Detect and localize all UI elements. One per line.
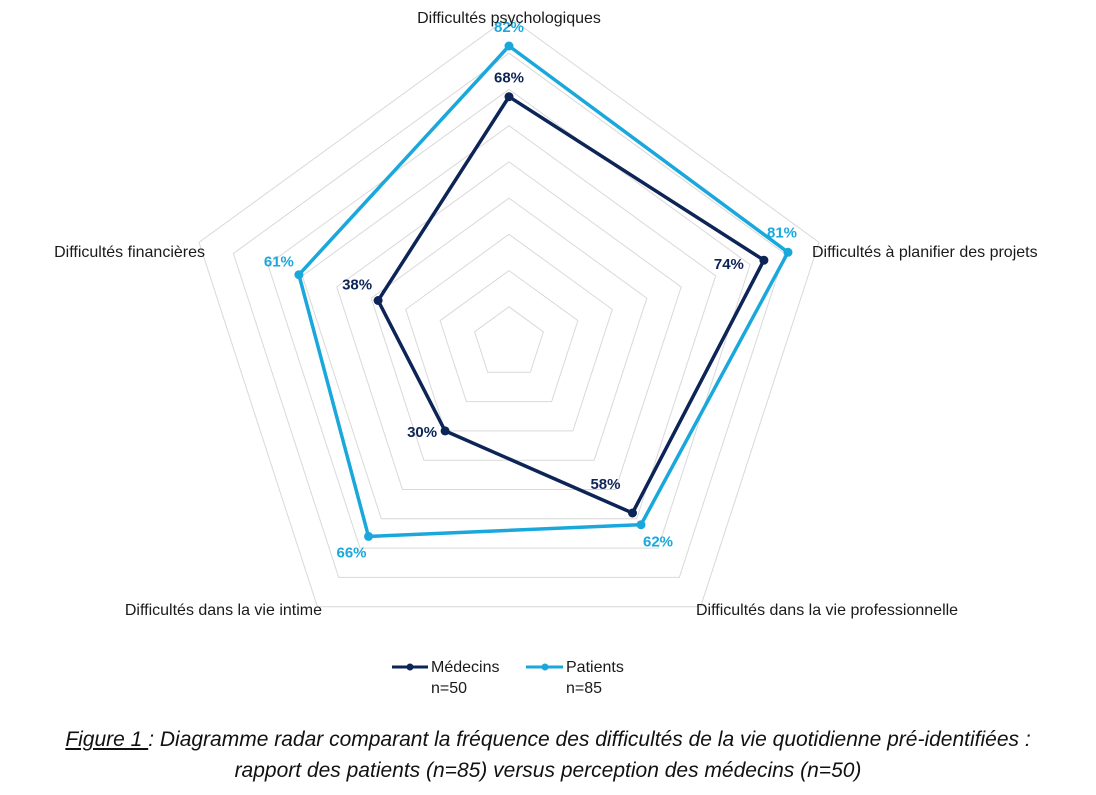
axis-label-planifier-projets: Difficultés à planifier des projets [812,244,1038,261]
axis-label-vie-intime: Difficultés dans la vie intime [125,602,322,619]
axis-label-financieres: Difficultés financières [54,244,205,261]
axis-label-psychologiques: Difficultés psychologiques [417,10,601,27]
data-point-medecins-4 [373,296,383,305]
legend-label-medecins: Médecins [431,659,499,676]
figure-caption: Figure 1 : Diagramme radar comparant la … [40,724,1056,786]
legend-subtitle-patients: n=85 [566,680,602,697]
data-label-patients-1: 81% [767,224,797,241]
series-line-patients [296,43,791,539]
data-point-medecins-1 [759,255,769,265]
data-label-patients-4: 61% [264,254,294,271]
data-label-patients-2: 62% [643,534,673,551]
radar-chart: 68% 74% 58% 30% 38% 82% 81% 62% 66% 61% Difficult… [54,10,1037,697]
data-point-patients-0 [504,41,514,51]
radar-series: 68% 74% 58% 30% 38% 82% 81% 62% 66% 61% [264,19,797,561]
grid-ring-70 [267,88,751,549]
data-point-medecins-2 [628,508,637,518]
grid-ring-60 [301,125,717,520]
grid-ring-50 [336,161,682,490]
axis-labels: Difficultés psychologiques Difficultés à… [54,10,1037,619]
legend-subtitle-medecins: n=50 [431,680,467,697]
data-point-patients-1 [783,247,793,257]
radar-grid [198,16,820,608]
data-point-patients-2 [636,520,646,530]
data-point-medecins-3 [440,426,450,436]
data-point-medecins-0 [504,92,514,102]
grid-ring-10 [474,306,544,373]
axis-label-vie-professionnelle: Difficultés dans la vie professionnelle [696,602,958,619]
data-label-patients-0: 82% [494,19,524,36]
series-line-medecins [376,94,767,516]
data-label-medecins-4: 38% [342,277,372,294]
data-point-patients-4 [294,270,304,280]
data-label-medecins-0: 68% [494,70,524,87]
grid-ring-90 [198,16,820,608]
data-label-patients-3: 66% [336,544,366,561]
legend: Médecins n=50 Patients n=85 [392,659,624,697]
data-label-medecins-3: 30% [407,424,437,441]
grid-ring-20 [439,269,579,403]
legend-marker-medecins [406,663,414,671]
legend-marker-patients [541,663,549,671]
legend-label-patients: Patients [566,659,624,676]
caption-figure-number: Figure 1 [65,728,149,751]
grid-ring-80 [232,52,786,578]
grid-ring-30 [405,233,613,432]
legend-item-medecins: Médecins n=50 [392,659,499,697]
legend-item-patients: Patients n=85 [526,659,624,697]
data-point-patients-3 [364,531,373,541]
data-label-medecins-2: 58% [590,476,620,493]
caption-text: : Diagramme radar comparant la fréquence… [148,728,1031,782]
data-label-medecins-1: 74% [714,256,744,273]
